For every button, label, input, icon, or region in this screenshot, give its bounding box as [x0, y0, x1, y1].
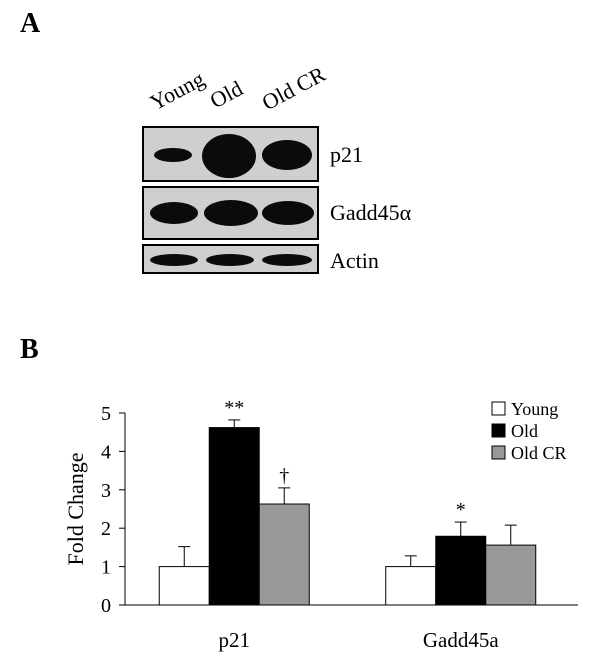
- blot-actin: [142, 244, 319, 274]
- bar-chart: 0 1 2 3 4 5 Fold Change ** † p21 * Gadd45a YoungOldO…: [63, 397, 578, 652]
- significance-marker: *: [456, 499, 466, 521]
- legend-swatch: [491, 401, 506, 416]
- band-actin-young: [150, 254, 198, 266]
- band-gadd45-old-cr: [262, 201, 314, 225]
- legend-label: Old: [511, 421, 538, 441]
- band-actin-old: [206, 254, 254, 266]
- bar-young-gadd45a: [385, 566, 437, 606]
- legend-swatch: [491, 445, 506, 460]
- panel-a-label: A: [20, 8, 41, 39]
- bar-old-cr-p21: [258, 503, 310, 606]
- panel-b-label: B: [20, 334, 39, 365]
- y-tick-label: 4: [101, 441, 111, 463]
- lane-label-old: Old: [205, 75, 247, 114]
- y-tick-label: 1: [101, 557, 111, 579]
- legend-label: Old CR: [511, 443, 567, 463]
- y-tick-label: 2: [101, 518, 111, 540]
- significance-marker: †: [279, 465, 289, 487]
- y-tick-label: 0: [101, 595, 111, 617]
- bar-young-p21: [158, 566, 210, 606]
- bar-old-p21: [208, 427, 260, 606]
- lane-label-old-cr: Old CR: [257, 61, 330, 116]
- x-category-label: p21: [219, 628, 251, 652]
- blot-label-gadd45: Gadd45α: [330, 200, 412, 225]
- bar-old-gadd45a: [435, 535, 487, 606]
- y-tick-label: 3: [101, 480, 111, 502]
- legend-swatch: [491, 423, 506, 438]
- band-gadd45-young: [150, 202, 198, 224]
- band-actin-old-cr: [262, 254, 312, 266]
- band-p21-young: [154, 148, 192, 162]
- legend-label: Young: [511, 399, 558, 419]
- bar-old-cr-gadd45a: [485, 544, 537, 606]
- band-gadd45-old: [204, 200, 258, 226]
- blot-label-actin: Actin: [330, 248, 379, 273]
- y-axis-label: Fold Change: [63, 452, 88, 565]
- lane-label-young: Young: [145, 65, 209, 116]
- blot-gadd45: [142, 186, 319, 240]
- band-p21-old-cr: [262, 140, 312, 170]
- blot-p21: [142, 126, 319, 182]
- x-category-label: Gadd45a: [423, 628, 499, 652]
- blot-label-p21: p21: [330, 142, 363, 167]
- band-p21-old: [202, 134, 256, 178]
- y-tick-label: 5: [101, 403, 111, 425]
- significance-marker: **: [224, 397, 244, 419]
